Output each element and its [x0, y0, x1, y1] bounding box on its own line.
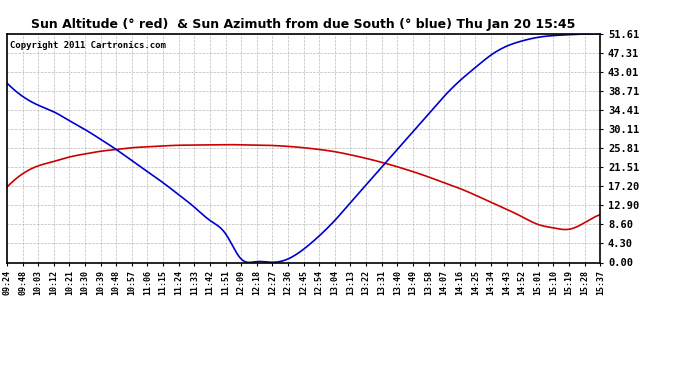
Text: Copyright 2011 Cartronics.com: Copyright 2011 Cartronics.com	[10, 40, 166, 50]
Title: Sun Altitude (° red)  & Sun Azimuth from due South (° blue) Thu Jan 20 15:45: Sun Altitude (° red) & Sun Azimuth from …	[32, 18, 575, 31]
